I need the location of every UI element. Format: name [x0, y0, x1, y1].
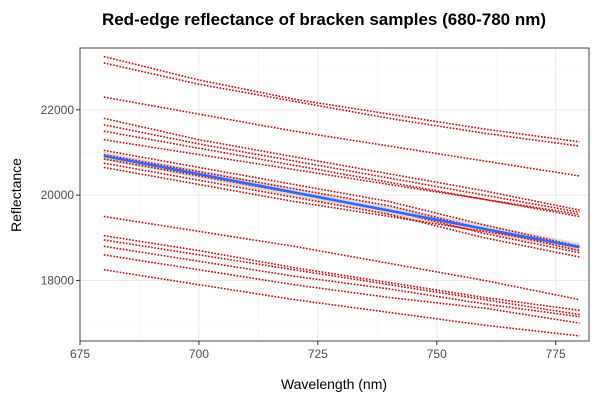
- sample-line-15: [103, 239, 580, 316]
- y-tick-label-1: 20000: [41, 188, 75, 202]
- y-tick-label-0: 18000: [41, 273, 75, 287]
- x-tick-label-3: 750: [427, 347, 447, 361]
- sample-line-6: [103, 130, 580, 216]
- x-tick-label-2: 725: [308, 347, 328, 361]
- sample-line-18: [103, 268, 580, 337]
- sample-line-8: [103, 149, 580, 248]
- plot-panel: [79, 47, 590, 342]
- sample-line-7: [103, 138, 580, 218]
- sample-line-16: [103, 245, 580, 318]
- sample-line-3: [103, 96, 580, 177]
- y-axis-label: Reflectance: [8, 158, 24, 232]
- sample-line-11: [103, 162, 580, 258]
- sample-line-10: [103, 158, 580, 254]
- sample-line-13: [103, 215, 580, 301]
- y-tick-label-2: 22000: [41, 103, 75, 117]
- sample-line-12: [103, 166, 580, 248]
- x-tick-label-0: 675: [70, 347, 90, 361]
- sample-line-1: [103, 55, 580, 143]
- grid: [79, 48, 589, 341]
- sample-line-4: [103, 117, 580, 211]
- x-axis-label: Wavelength (nm): [281, 376, 387, 392]
- chart-title: Red-edge reflectance of bracken samples …: [102, 10, 546, 29]
- x-tick-label-1: 700: [189, 347, 209, 361]
- sample-line-5: [103, 123, 580, 213]
- x-tick-label-4: 775: [546, 347, 566, 361]
- sample-line-17: [103, 254, 580, 324]
- sample-line-2: [103, 62, 580, 147]
- axis-ticks: 675 700 725 750 775 18000 20000 22000: [41, 103, 566, 361]
- fit-line: [103, 154, 580, 249]
- fit-line-group: [103, 154, 580, 249]
- sample-series-group: [103, 55, 580, 337]
- sample-line-14: [103, 234, 580, 312]
